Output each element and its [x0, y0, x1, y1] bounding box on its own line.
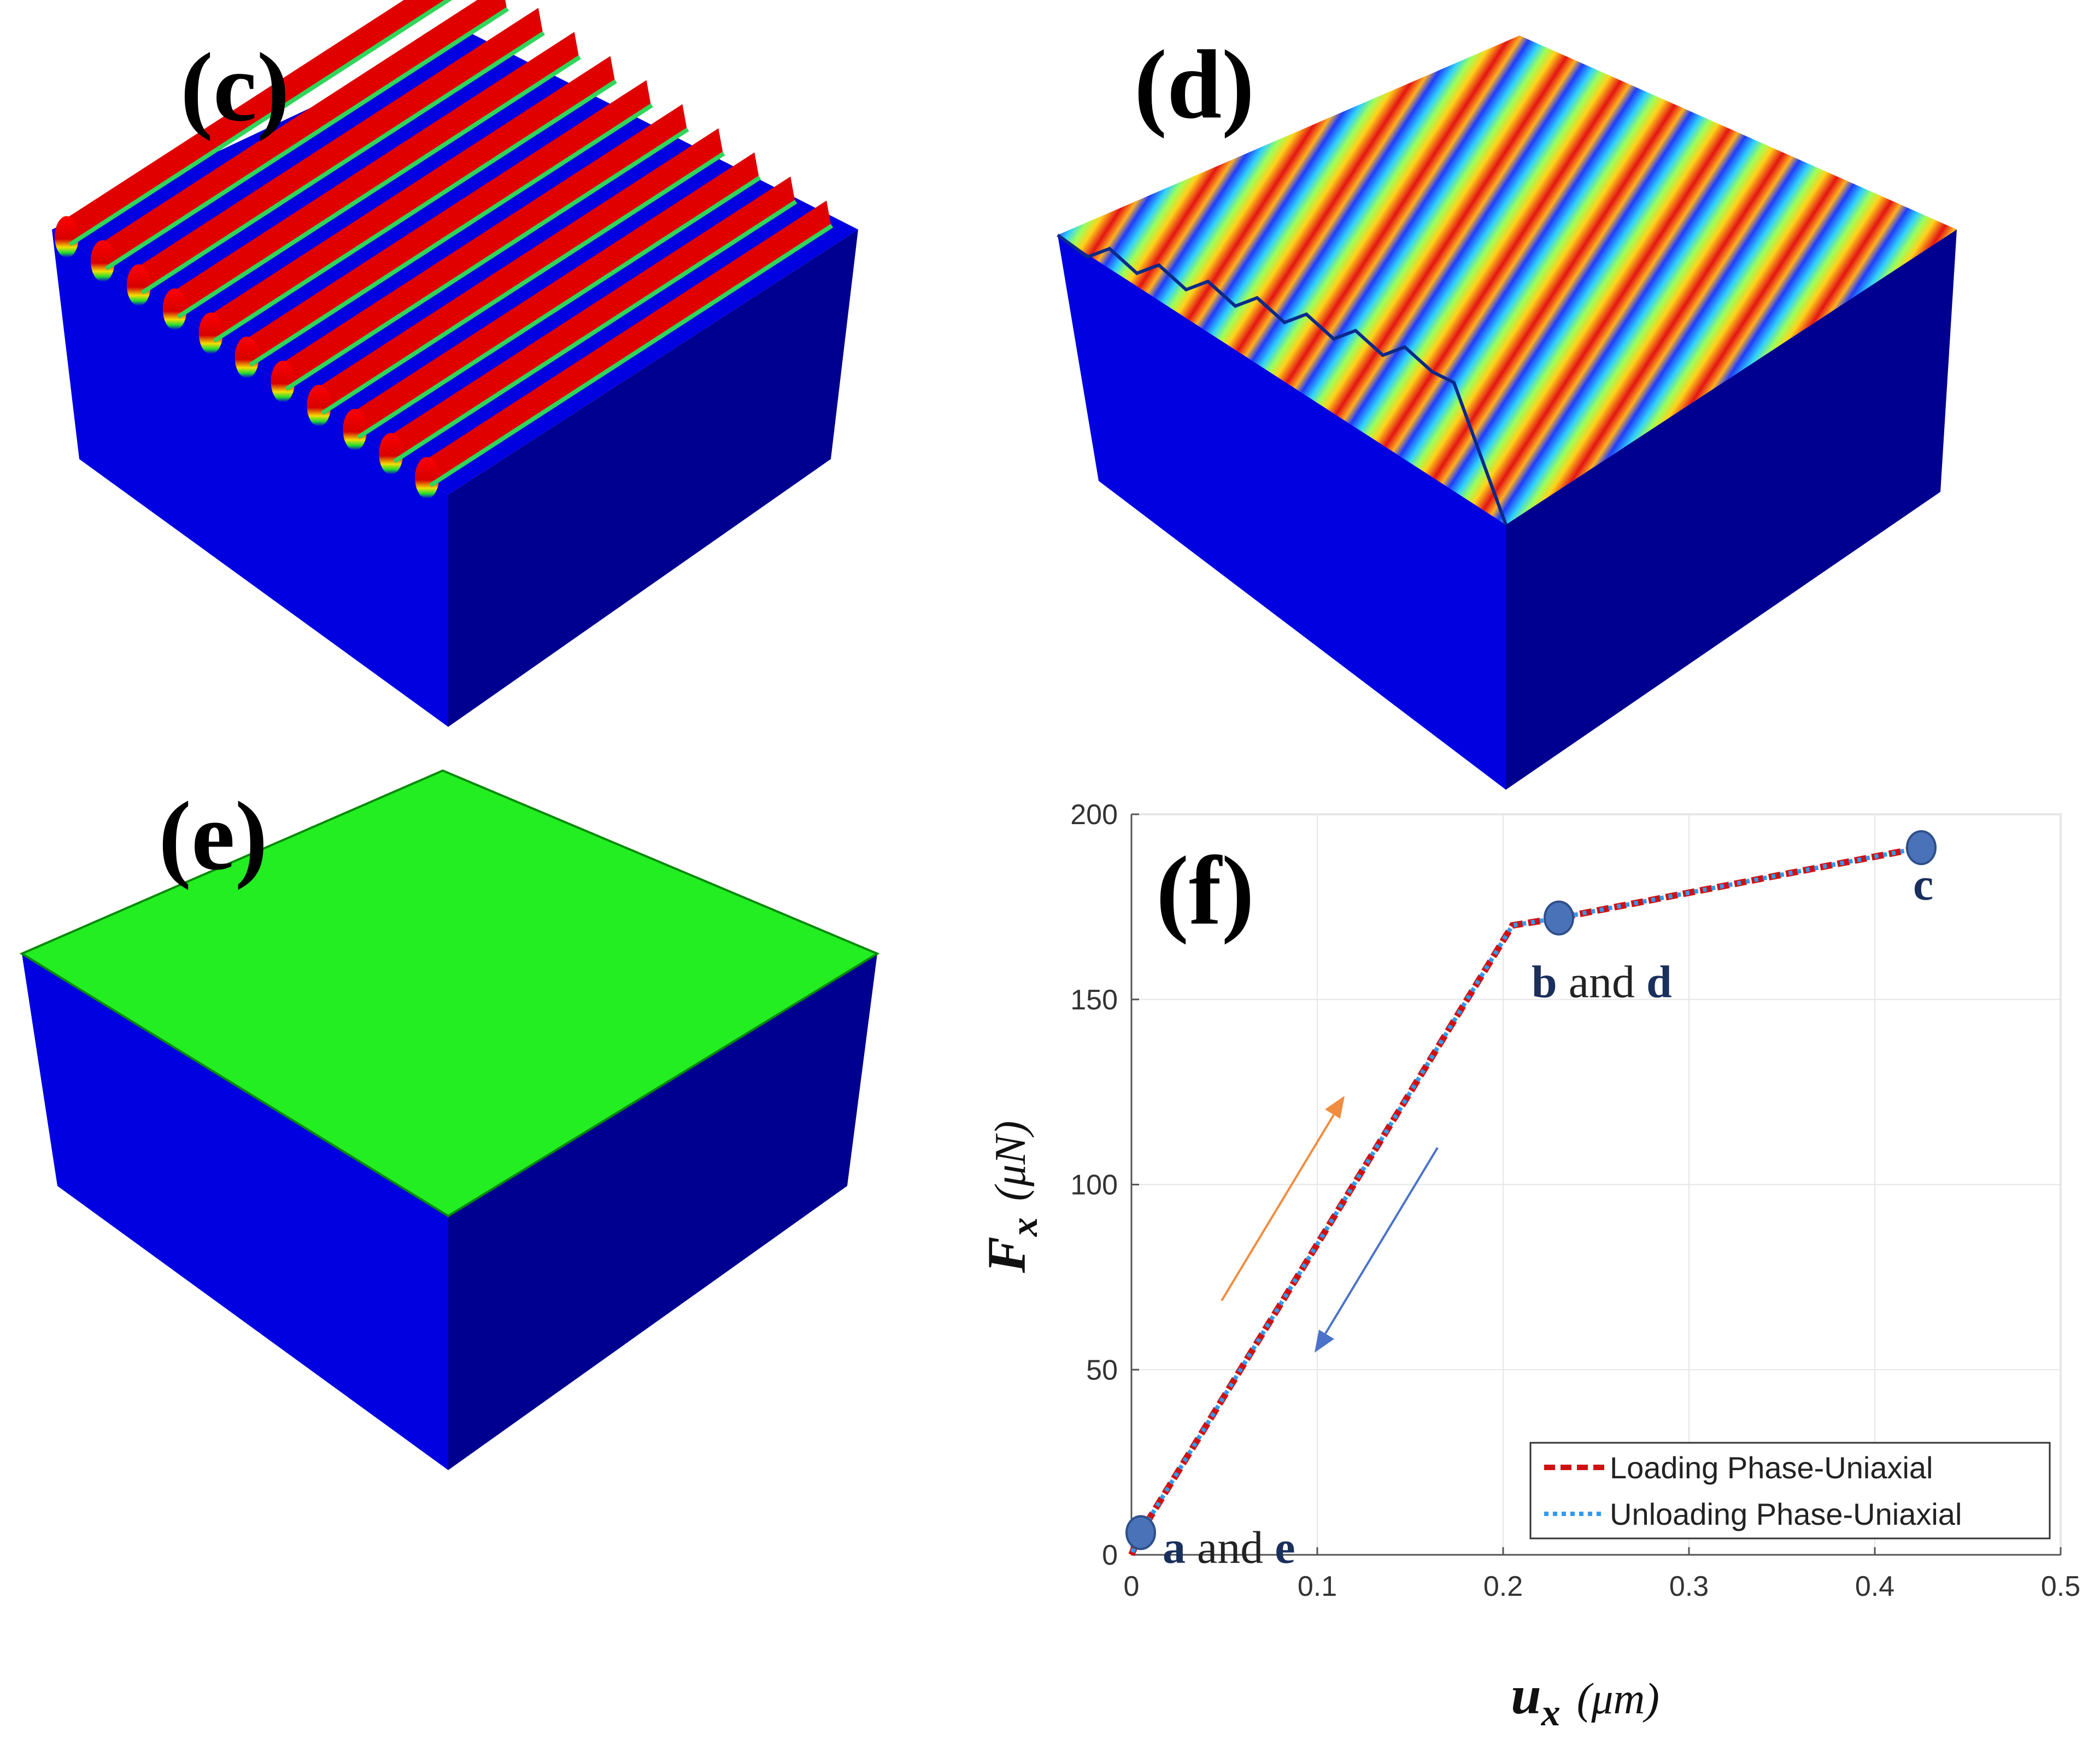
- ridge-end: [307, 385, 331, 427]
- panel-c-ridges: [55, 0, 834, 499]
- ridge-edge: [429, 224, 834, 487]
- x-tick-label: 0.4: [1855, 1571, 1894, 1602]
- ridge: [136, 8, 543, 292]
- y-axis-subscript: x: [1004, 1218, 1046, 1237]
- ridge: [389, 176, 795, 461]
- series-lines: [1128, 844, 1922, 1556]
- state-label-letter: e: [1275, 1522, 1295, 1573]
- x-tick-label: 0: [1124, 1571, 1140, 1602]
- panel-f-chart: 0 0.1 0.2 0.3 0.4 0.5 0 50 100 150 200 a and e b a…: [976, 799, 2080, 1734]
- ridge-end: [162, 288, 187, 330]
- x-tick-label: 0.3: [1669, 1571, 1709, 1602]
- svg-text:Fx(μN): Fx (μN): [976, 1121, 1046, 1274]
- state-points: a and e b and d c: [1125, 830, 1937, 1573]
- state-label-joiner: and: [1557, 957, 1646, 1008]
- x-tick-labels: 0 0.1 0.2 0.3 0.4 0.5: [1124, 1571, 2081, 1602]
- state-marker: [1125, 1515, 1156, 1550]
- unloading-direction-arrow: [1324, 1147, 1439, 1335]
- y-tick-label: 200: [1070, 799, 1118, 831]
- ridge-edge: [357, 175, 761, 439]
- state-label-letter: d: [1646, 957, 1672, 1008]
- panel-d-top-face: [1058, 36, 1957, 525]
- panel-c-left-face: [52, 230, 448, 727]
- y-axis-title: Fx (μN): [976, 1121, 1046, 1274]
- ridge: [100, 0, 507, 268]
- legend-unloading-label: Unloading Phase-Uniaxial: [1610, 1497, 1962, 1531]
- ridge: [425, 201, 831, 485]
- ridge-end: [343, 409, 367, 451]
- panel-c: (c): [52, 0, 858, 727]
- y-axis-unit: (μN): [987, 1121, 1035, 1201]
- ridge: [208, 56, 615, 340]
- x-axis-symbol: u: [1511, 1665, 1541, 1725]
- x-axis-title: ux (μm): [1511, 1665, 1659, 1734]
- x-tick-label: 0.5: [2041, 1571, 2080, 1602]
- ridge-edge: [68, 0, 453, 246]
- state-marker: [1906, 830, 1937, 865]
- panel-e-top-face: [19, 769, 880, 1218]
- loading-arrowhead: [1325, 1096, 1345, 1119]
- y-tick-labels: 0 50 100 150 200: [1070, 799, 1118, 1571]
- panel-d-right-face: [1506, 230, 1957, 790]
- panel-f-label: (f): [1156, 836, 1254, 945]
- state-label: b and d: [1532, 957, 1672, 1008]
- state-marker: [1544, 900, 1574, 936]
- panel-d-wavy-edge: [1057, 233, 1507, 526]
- x-tick-label: 0.2: [1483, 1571, 1523, 1602]
- state-label-joiner: and: [1186, 1522, 1275, 1573]
- y-axis-symbol: F: [976, 1237, 1037, 1274]
- y-tick-label: 100: [1070, 1170, 1118, 1201]
- unloading-series-line: [1129, 845, 1922, 1556]
- panel-d: (d): [1057, 30, 1957, 790]
- panel-c-right-face: [448, 230, 858, 727]
- ridge-end: [415, 457, 439, 499]
- state-label-letter: c: [1913, 859, 1933, 910]
- ridge-end: [90, 240, 115, 282]
- y-tick-label: 150: [1070, 984, 1118, 1016]
- svg-text:ux(μm): ux (μm): [1511, 1665, 1659, 1734]
- legend-loading-label: Loading Phase-Uniaxial: [1610, 1450, 1933, 1485]
- ridge-edge: [213, 79, 617, 343]
- ridge-end: [271, 360, 295, 402]
- state-label: a and e: [1163, 1522, 1295, 1573]
- ridge: [316, 128, 723, 413]
- ridge-end: [198, 312, 223, 354]
- panel-d-left-face: [1058, 235, 1506, 790]
- ridge-edge: [285, 127, 689, 391]
- panel-e: (e): [19, 769, 880, 1470]
- x-axis-subscript: x: [1541, 1692, 1561, 1734]
- legend-box: [1529, 1442, 2051, 1540]
- x-axis-unit: (μm): [1577, 1675, 1659, 1723]
- panel-e-right-face: [448, 954, 877, 1470]
- ridge-end: [55, 216, 79, 258]
- ridge-end: [379, 433, 403, 475]
- ridge-edge: [104, 7, 509, 271]
- x-tick-label: 0.1: [1298, 1571, 1337, 1602]
- panel-c-label: (c): [180, 33, 290, 142]
- unloading-arrowhead: [1315, 1330, 1334, 1353]
- ridge-edge: [321, 151, 725, 415]
- ridge: [280, 104, 687, 388]
- ridge: [172, 32, 579, 316]
- ridge-edge: [140, 31, 545, 295]
- ridge-edge: [177, 55, 581, 319]
- ridge-end: [234, 336, 259, 378]
- ridge-edge: [249, 103, 653, 367]
- loading-series-line: [1128, 844, 1922, 1556]
- loading-direction-arrow: [1221, 1114, 1335, 1302]
- state-label-letter: b: [1532, 957, 1557, 1008]
- state-label: c: [1913, 859, 1933, 910]
- legend: Loading Phase-Uniaxial Unloading Phase-U…: [1529, 1442, 2051, 1540]
- ridge: [353, 152, 759, 437]
- panel-e-label: (e): [159, 782, 268, 890]
- ridge-end: [126, 264, 151, 306]
- y-tick-label: 0: [1102, 1540, 1118, 1571]
- panel-e-left-face: [22, 954, 448, 1470]
- state-label-letter: a: [1163, 1522, 1186, 1573]
- panel-d-label: (d): [1134, 30, 1254, 139]
- y-tick-label: 50: [1086, 1354, 1118, 1386]
- ridge: [244, 80, 651, 364]
- ridge-edge: [393, 199, 797, 463]
